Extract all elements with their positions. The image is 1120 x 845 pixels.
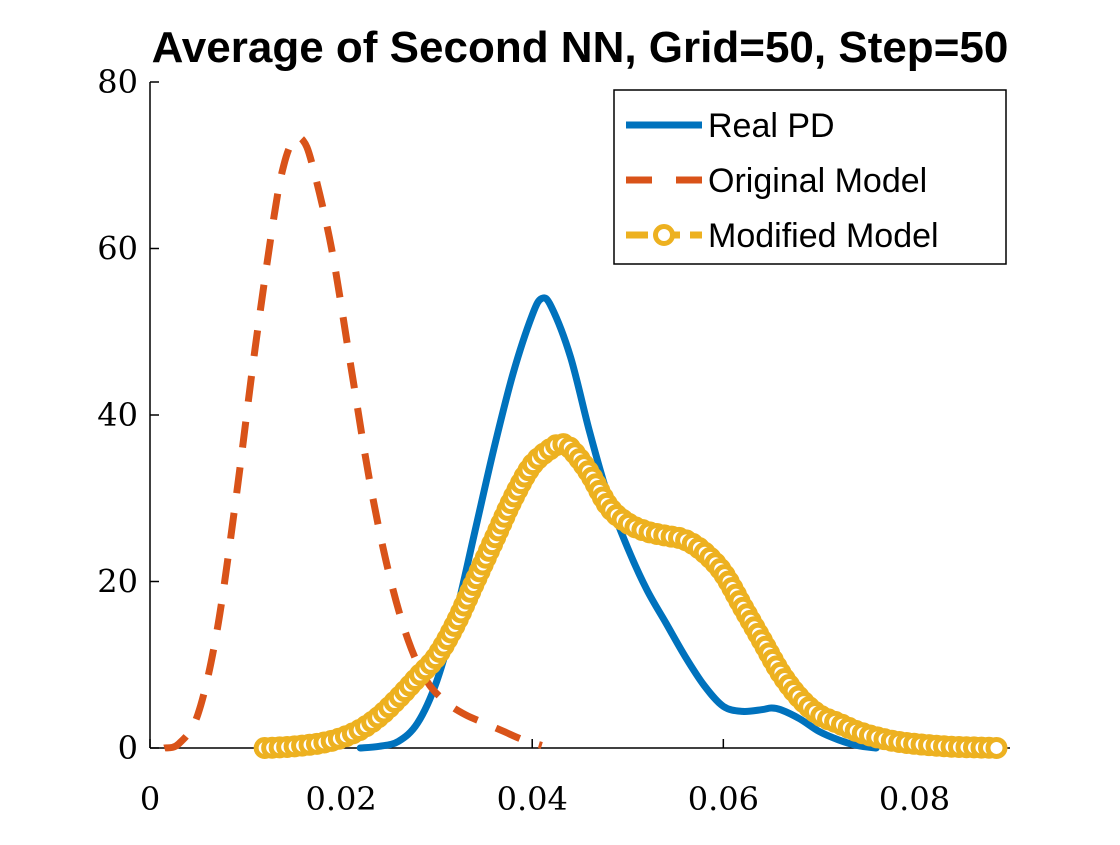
x-tick-label: 0.02 xyxy=(305,780,376,818)
series-marker-modified-model xyxy=(985,736,1008,759)
series-line-modified-model xyxy=(264,440,1001,752)
x-tick-label: 0.04 xyxy=(497,780,568,818)
axes: 0 20 40 60 80 0 0.02 0.04 0.06 0.08 xyxy=(97,63,1010,818)
legend-marker-modified-model xyxy=(653,224,675,246)
series-layer xyxy=(163,133,1008,759)
y-tick-label: 60 xyxy=(97,230,138,268)
x-tick-label: 0 xyxy=(140,780,160,818)
chart-title: Average of Second NN, Grid=50, Step=50 xyxy=(152,23,1009,72)
legend-label-original-model: Original Model xyxy=(708,162,927,200)
y-tick-label: 80 xyxy=(97,63,138,101)
series-line-original-model xyxy=(163,133,543,752)
legend: Real PD Original Model Modified Model xyxy=(613,89,1007,265)
legend-label-modified-model: Modified Model xyxy=(708,217,939,255)
y-tick-label: 20 xyxy=(97,563,138,601)
y-tick-label: 0 xyxy=(118,729,138,767)
legend-label-real-pd: Real PD xyxy=(708,107,835,145)
y-tick-label: 40 xyxy=(97,396,138,434)
x-tick-label: 0.06 xyxy=(688,780,759,818)
x-tick-label: 0.08 xyxy=(879,780,950,818)
